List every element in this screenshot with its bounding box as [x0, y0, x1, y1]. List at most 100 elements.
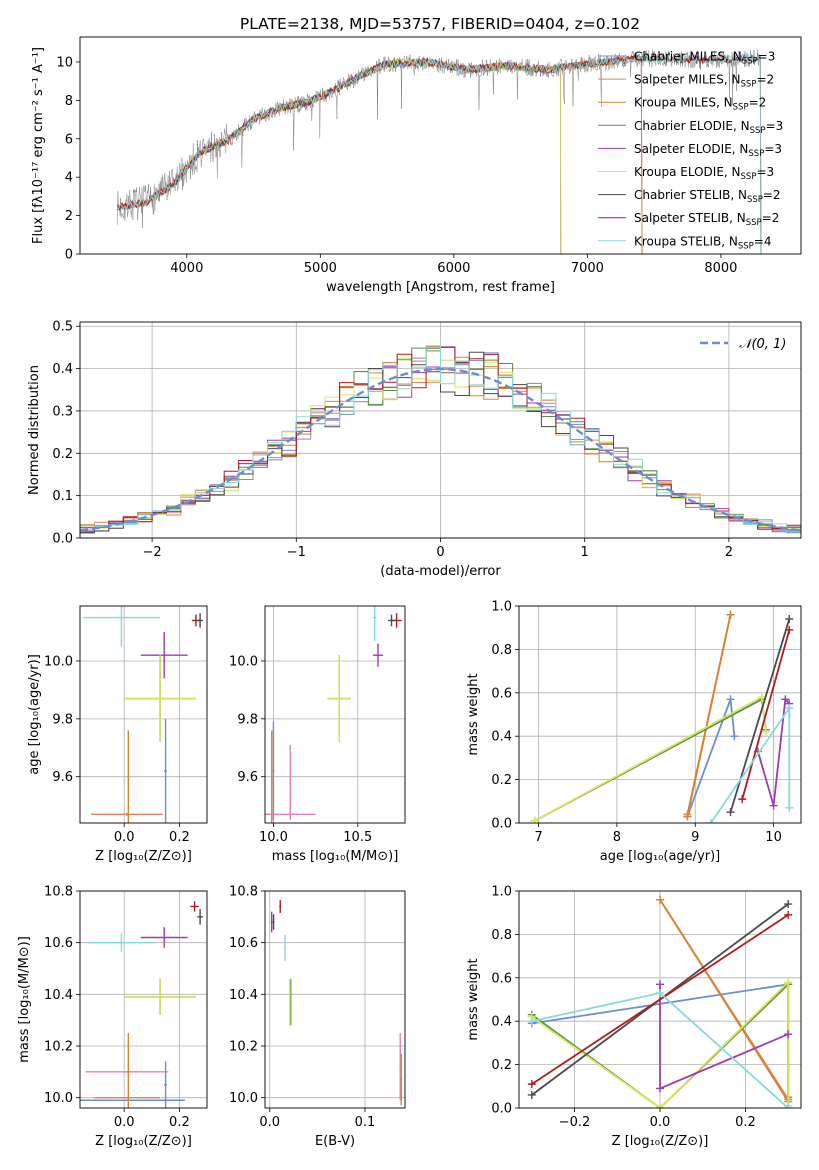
errorbar-point: [372, 606, 377, 641]
legend-label: Kroupa ELODIE, NSSP=3: [634, 165, 774, 182]
y-tick-label: 0.2: [491, 773, 512, 788]
x-tick-label: 10.0: [259, 830, 288, 845]
series: [530, 695, 770, 823]
series-line: [659, 899, 789, 1102]
y-tick-label: 0.6: [491, 686, 512, 701]
y-tick-label: 0.0: [491, 1102, 512, 1117]
errorbar-point: [272, 721, 275, 821]
x-axis-label: (data-model)/error: [380, 564, 501, 579]
legend-label: Chabrier MILES, NSSP=3: [634, 50, 775, 67]
errorbar-point: [272, 914, 275, 930]
errorbar-point: [80, 1099, 185, 1102]
series-marker: [784, 910, 793, 919]
y-tick-label: 10.8: [229, 885, 258, 900]
legend-label: Kroupa STELIB, NSSP=4: [634, 234, 772, 251]
errorbar-point: [124, 978, 196, 1015]
errorbar-point: [388, 614, 395, 627]
axes-spectrum: 4000 5000 6000 7000 8000 0 2 4 6 8 10 wavelength [A…: [31, 47, 737, 295]
series-marker: [706, 819, 715, 823]
legend-label: Salpeter MILES, NSSP=2: [634, 73, 774, 90]
y-tick-label: 9.6: [237, 770, 258, 785]
series: [706, 703, 794, 823]
errorbar-point: [289, 744, 292, 821]
y-tick-label: 10.0: [229, 1091, 258, 1106]
series-marker: [784, 1104, 793, 1108]
x-tick-label: −0.2: [559, 1115, 591, 1130]
histograms: [80, 345, 801, 534]
legend-label: 𝒩(0, 1): [739, 337, 786, 352]
lines-massweight_vs_age: [530, 610, 794, 823]
errorbar-point: [271, 730, 273, 823]
series-line: [757, 697, 790, 806]
axes-massweight_vs_age: 7 8 9 10 0.0 0.2 0.4 0.6 0.8 1.0 age [log₁₀(age/yr…: [466, 600, 801, 864]
y-tick-label: 0.8: [491, 643, 512, 658]
spectrum-legend: Chabrier MILES, NSSP=3 Salpeter MILES, NS…: [598, 50, 783, 251]
errorbar-point: [284, 934, 286, 961]
x-tick-label: 2: [725, 545, 733, 560]
y-axis-label: age [log₁₀(age/yr)]: [27, 654, 42, 775]
series-marker: [730, 732, 739, 741]
axes-mass_vs_Z: 0.0 0.2 10.0 10.2 10.4 10.6 10.8 Z [log₁₀(Z/Z⊙)…: [17, 885, 207, 1149]
x-tick-label: 1: [581, 545, 589, 560]
x-axis-label: E(B-V): [315, 1134, 355, 1149]
x-axis-label: mass [log₁₀(M/M⊙)]: [272, 849, 399, 864]
axes-massweight_vs_Z: −0.2 0.0 0.2 0.0 0.2 0.4 0.6 0.8 1.0 Z [log₁₀(Z/Z…: [466, 885, 801, 1149]
model-line: [116, 53, 762, 254]
model-line: [173, 58, 562, 254]
y-tick-label: 10.0: [229, 654, 258, 669]
x-tick-label: 0.0: [650, 1115, 671, 1130]
x-tick-label: 9: [691, 830, 699, 845]
series-line: [729, 618, 791, 813]
y-axis-label: mass weight: [466, 673, 481, 755]
legend-label: Salpeter ELODIE, NSSP=3: [634, 142, 782, 159]
figure-title: PLATE=2138, MJD=53757, FIBERID=0404, z=0…: [240, 15, 640, 33]
series-marker: [527, 1090, 536, 1099]
frame-age_vs_mass: [264, 605, 406, 824]
x-tick-label: 8: [613, 830, 621, 845]
y-tick-label: 0.0: [491, 817, 512, 832]
errorbar-point: [327, 655, 352, 742]
axes-age_vs_Z: 0.0 0.2 9.6 9.8 10.0 Z [log₁₀(Z/Z⊙)] age [log₁…: [27, 606, 207, 864]
series-marker: [726, 695, 735, 704]
errorbar-point: [164, 1061, 167, 1108]
series-marker: [785, 615, 794, 624]
y-tick-label: 10.8: [44, 885, 73, 900]
y-tick-label: 0.0: [52, 532, 73, 547]
errorbar-point: [190, 901, 199, 912]
errorbar-point: [197, 613, 203, 628]
errorbar-point: [270, 911, 273, 933]
series-marker: [785, 803, 794, 812]
series: [683, 610, 735, 821]
lines-massweight_vs_Z: [527, 895, 793, 1108]
y-axis-label: mass [log₁₀(M/M⊙)]: [17, 936, 32, 1063]
errorbar-point: [88, 933, 155, 952]
x-tick-label: 10: [765, 830, 782, 845]
x-tick-label: 6000: [437, 261, 470, 276]
series-marker: [656, 895, 664, 904]
axes-mass_vs_EBV: 0.0 0.1 10.0 10.2 10.4 10.6 10.8 E(B-V): [229, 885, 405, 1149]
y-axis-label: Normed distribution: [27, 365, 42, 495]
errorbar-point: [140, 632, 188, 679]
errorbars-age_vs_mass: [265, 606, 402, 823]
x-axis-label: wavelength [Angstrom, rest frame]: [326, 280, 555, 295]
x-tick-label: 10.5: [343, 830, 372, 845]
errorbar-point: [197, 909, 203, 925]
y-tick-label: 9.8: [52, 712, 73, 727]
y-tick-label: 0.5: [52, 320, 73, 335]
y-tick-label: 2: [65, 209, 73, 224]
x-tick-label: 7000: [571, 261, 604, 276]
y-tick-label: 10.4: [229, 988, 258, 1003]
x-tick-label: 0.0: [259, 1115, 280, 1130]
x-axis-label: Z [log₁₀(Z/Z⊙)]: [95, 1134, 192, 1149]
y-tick-label: 0.2: [52, 447, 73, 462]
series-marker: [527, 1017, 536, 1026]
series-marker: [784, 978, 793, 987]
errorbar-point: [127, 1033, 130, 1108]
y-tick-label: 10.6: [229, 936, 258, 951]
series-marker: [785, 703, 794, 712]
y-tick-label: 10.0: [44, 1091, 73, 1106]
x-tick-label: 0.0: [114, 1115, 135, 1130]
series-marker: [757, 693, 766, 702]
x-axis-label: age [log₁₀(age/yr)]: [600, 849, 721, 864]
